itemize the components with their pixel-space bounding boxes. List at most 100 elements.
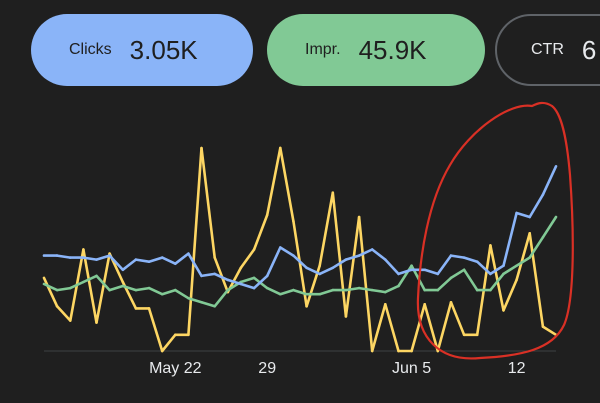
line-segment (278, 146, 295, 223)
line-segment (370, 248, 387, 261)
line-segment (134, 286, 151, 292)
line-segment (292, 219, 308, 308)
line-segment (541, 325, 558, 337)
clicks-value: 3.05K (129, 34, 198, 65)
line-segment (82, 248, 98, 324)
line-segment (502, 211, 518, 268)
line-segment (134, 258, 151, 264)
line-segment (397, 264, 413, 288)
line-segment (449, 268, 466, 280)
line-segment (55, 254, 72, 259)
line-segment (160, 256, 177, 266)
line-segment (213, 272, 230, 282)
impressions-metric-card[interactable]: Impr. 45.9K (267, 14, 485, 86)
line-segment (515, 232, 532, 282)
line-segment (121, 284, 138, 292)
line-segment (69, 280, 85, 290)
line-segment (292, 288, 308, 296)
line-segment (55, 286, 72, 292)
line-segment (278, 246, 295, 257)
line-segment (82, 256, 98, 261)
line-segment (265, 246, 282, 278)
line-segment (187, 146, 203, 337)
line-segment (462, 256, 479, 264)
x-tick-layer: May 22 29 Jun 5 12 (149, 360, 526, 377)
ctr-metric-card[interactable]: CTR 6 (495, 14, 600, 86)
line-segment (147, 286, 164, 296)
x-tick-label: Jun 5 (392, 360, 431, 377)
line-segment (489, 264, 505, 276)
line-segment (187, 296, 203, 304)
ctr-value: 6 (581, 34, 597, 65)
line-segment (95, 274, 111, 292)
line-segment (55, 304, 72, 322)
line-segment (121, 258, 138, 272)
line-segment (160, 288, 177, 296)
x-tick-label: 12 (508, 360, 526, 377)
clicks-label: Clicks (69, 41, 112, 58)
line-segment (502, 278, 518, 312)
line-segment (515, 256, 532, 268)
series-line (42, 215, 558, 308)
line-segment (344, 215, 361, 318)
line-segment (239, 282, 256, 290)
line-segment (502, 264, 518, 276)
line-segment (174, 288, 190, 300)
line-segment (318, 266, 335, 276)
impressions-label: Impr. (305, 41, 341, 58)
line-segment (357, 286, 374, 292)
line-segment (449, 300, 466, 337)
series-layer (42, 146, 558, 353)
line-segment (528, 193, 545, 219)
line-segment (528, 236, 545, 259)
line-segment (147, 256, 164, 264)
line-segment (541, 165, 558, 196)
line-segment (383, 284, 400, 294)
line-segment (383, 302, 400, 353)
line-segment (82, 274, 98, 284)
line-segment (174, 252, 190, 266)
line-segment (305, 266, 322, 276)
line-segment (108, 254, 125, 272)
line-segment (515, 211, 532, 219)
line-segment (318, 191, 335, 268)
line-segment (436, 254, 453, 276)
line-segment (370, 288, 387, 294)
line-segment (226, 278, 243, 286)
line-segment (410, 302, 427, 353)
clicks-metric-card[interactable]: Clicks 3.05K (31, 14, 253, 86)
line-segment (265, 286, 282, 296)
line-segment (357, 215, 374, 353)
line-segment (489, 272, 505, 292)
impressions-value: 45.9K (358, 34, 427, 65)
line-segment (357, 248, 374, 257)
line-segment (213, 288, 230, 308)
line-segment (239, 248, 256, 270)
line-segment (528, 232, 545, 328)
line-segment (436, 276, 453, 292)
line-segment (278, 288, 295, 296)
line-segment (344, 254, 361, 261)
line-segment (95, 254, 111, 261)
line-segment (213, 256, 230, 294)
line-segment (541, 215, 558, 239)
line-segment (397, 268, 413, 276)
line-segment (423, 302, 440, 353)
line-segment (489, 244, 505, 312)
line-segment (200, 300, 216, 308)
line-segment (449, 254, 466, 259)
line-segment (475, 260, 492, 276)
line-segment (147, 307, 164, 353)
line-segment (95, 252, 111, 324)
ctr-label: CTR (531, 41, 564, 58)
highlight-annotation (416, 101, 574, 360)
line-segment (344, 286, 361, 292)
line-segment (318, 288, 335, 296)
line-segment (200, 272, 216, 278)
line-segment (200, 146, 216, 259)
line-segment (252, 274, 269, 290)
line-segment (42, 276, 59, 308)
line-segment (108, 284, 125, 292)
line-segment (265, 146, 282, 217)
